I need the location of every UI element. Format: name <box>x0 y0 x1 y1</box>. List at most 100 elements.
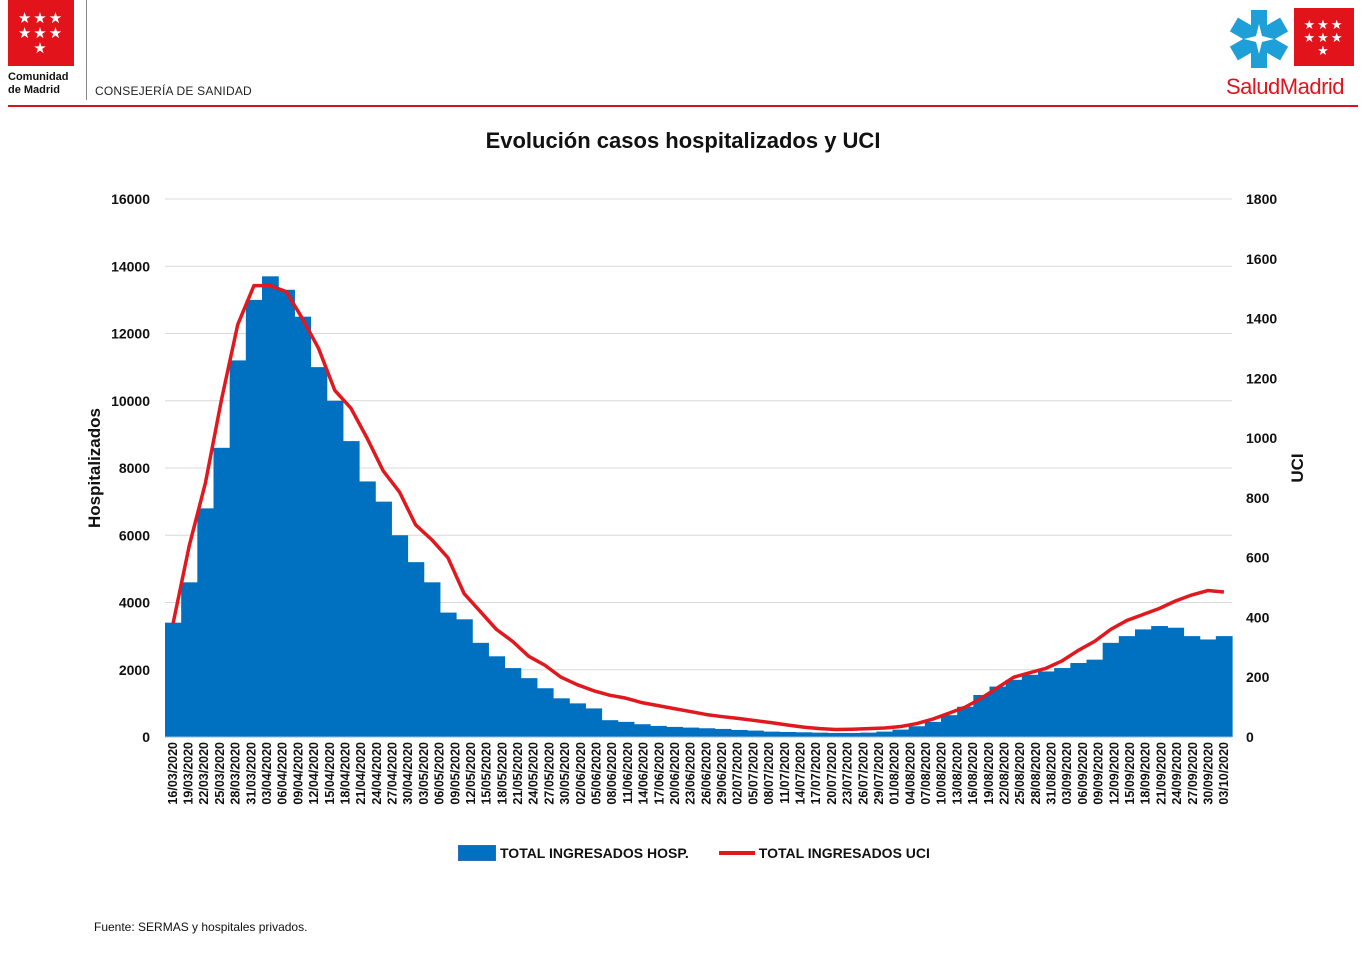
y-tick-label-right: 1600 <box>1246 251 1277 267</box>
hosp-bar <box>569 703 586 738</box>
salud-madrid-logo: ★★★ ★★★ ★ SaludMadrid <box>1224 4 1358 102</box>
x-tick-label: 30/05/2020 <box>558 742 572 805</box>
x-tick-label: 19/08/2020 <box>982 742 996 805</box>
department-name: CONSEJERÍA DE SANIDAD <box>95 84 252 98</box>
x-tick-label: 04/08/2020 <box>903 742 917 805</box>
y-tick-label-left: 16000 <box>111 191 150 207</box>
x-tick-label: 17/06/2020 <box>652 742 666 805</box>
x-tick-label: 16/03/2020 <box>166 742 180 805</box>
hosp-bar <box>844 732 861 737</box>
brand-part1: Salud <box>1226 74 1280 99</box>
x-tick-label: 12/05/2020 <box>464 742 478 805</box>
hosp-bar <box>650 725 667 737</box>
page-header: ★★★ ★★★ ★ Comunidad de Madrid CONSEJERÍA D… <box>0 0 1366 110</box>
x-tick-label: 13/08/2020 <box>950 742 964 805</box>
x-tick-label: 15/04/2020 <box>323 742 337 805</box>
chart-legend: TOTAL INGRESADOS HOSP. TOTAL INGRESADOS … <box>458 843 930 863</box>
y-tick-label-right: 800 <box>1246 490 1270 506</box>
y-tick-label-left: 8000 <box>119 460 150 476</box>
org-name: Comunidad de Madrid <box>8 71 88 97</box>
x-tick-label: 06/04/2020 <box>276 742 290 805</box>
hosp-bar <box>165 622 182 737</box>
x-tick-label: 02/07/2020 <box>731 742 745 805</box>
hosp-bar <box>892 729 910 737</box>
hosp-bar <box>407 562 425 737</box>
hosp-bar <box>294 316 312 737</box>
hosp-bar <box>1215 636 1233 738</box>
hosp-bar <box>1118 636 1136 738</box>
madrid-flag-stars-icon: ★★★ ★★★ ★ <box>8 0 74 66</box>
x-tick-label: 25/03/2020 <box>213 742 227 805</box>
x-tick-label: 20/06/2020 <box>668 742 682 805</box>
hosp-bar <box>617 721 635 737</box>
hosp-bar <box>1102 642 1120 737</box>
legend-label-hosp: TOTAL INGRESADOS HOSP. <box>500 845 689 861</box>
hosp-bar <box>439 612 457 737</box>
x-tick-label: 29/07/2020 <box>872 742 886 805</box>
y-tick-label-left: 0 <box>142 729 150 745</box>
hosp-bar <box>375 501 392 738</box>
hosp-bar <box>310 367 328 738</box>
x-tick-label: 09/09/2020 <box>1092 742 1106 805</box>
legend-swatch-hosp <box>458 845 496 861</box>
y-tick-label-left: 6000 <box>119 527 150 543</box>
x-tick-label: 27/09/2020 <box>1186 742 1200 805</box>
x-tick-label: 24/05/2020 <box>527 742 541 805</box>
hosp-bar <box>197 508 215 737</box>
x-tick-label: 03/05/2020 <box>417 742 431 805</box>
hosp-bar <box>601 720 619 737</box>
madrid-flag-small-icon: ★★★ ★★★ ★ <box>1294 8 1354 66</box>
hosp-bar <box>585 708 603 737</box>
y-axis-title-left: Hospitalizados <box>85 408 104 528</box>
x-tick-label: 03/09/2020 <box>1060 742 1074 805</box>
x-tick-label: 15/05/2020 <box>480 742 494 805</box>
hosp-bar <box>989 686 1007 737</box>
hosp-bar <box>1038 671 1055 737</box>
hosp-bar <box>262 276 279 737</box>
hosp-bar <box>1151 626 1168 737</box>
hosp-bar <box>391 535 409 737</box>
hosp-bar <box>682 727 700 737</box>
y-tick-label-left: 10000 <box>111 393 150 409</box>
hosp-bar <box>504 668 522 737</box>
y-tick-label-right: 0 <box>1246 729 1254 745</box>
x-tick-label: 24/09/2020 <box>1170 742 1184 805</box>
x-tick-label: 19/03/2020 <box>182 742 196 805</box>
hosp-bar <box>1054 668 1071 737</box>
x-tick-label: 18/04/2020 <box>338 742 352 805</box>
hosp-bar <box>553 698 570 737</box>
hosp-bar <box>666 726 683 737</box>
x-tick-label: 29/06/2020 <box>715 742 729 805</box>
hosp-bar <box>1070 663 1088 737</box>
hosp-bar <box>973 694 991 737</box>
header-divider <box>86 0 87 100</box>
x-tick-label: 31/03/2020 <box>244 742 258 805</box>
hosp-bar <box>698 728 716 737</box>
hosp-bar <box>747 730 764 737</box>
hosp-bar <box>714 728 732 737</box>
hosp-bar <box>423 582 441 737</box>
hosp-bar <box>763 731 780 737</box>
hosp-bar <box>908 726 926 737</box>
hosp-bar <box>1021 674 1039 737</box>
x-tick-label: 12/09/2020 <box>1107 742 1121 805</box>
y-tick-label-right: 1400 <box>1246 311 1277 327</box>
org-name-line2: de Madrid <box>8 84 60 96</box>
x-tick-label: 14/07/2020 <box>793 742 807 805</box>
x-tick-label: 30/09/2020 <box>1201 742 1215 805</box>
hosp-bar <box>342 441 360 737</box>
x-tick-label: 23/06/2020 <box>684 742 698 805</box>
y-tick-label-right: 1200 <box>1246 370 1277 386</box>
uci-line <box>171 283 1225 732</box>
x-tick-label: 09/05/2020 <box>448 742 462 805</box>
y-tick-label-right: 1800 <box>1246 191 1277 207</box>
chart-title: Evolución casos hospitalizados y UCI <box>485 128 881 153</box>
x-tick-label: 30/04/2020 <box>401 742 415 805</box>
hosp-bar <box>536 688 554 737</box>
hosp-bar <box>1086 659 1104 737</box>
x-tick-label: 21/04/2020 <box>354 742 368 805</box>
x-tick-label: 05/07/2020 <box>746 742 760 805</box>
hosp-bar <box>326 400 344 737</box>
x-tick-label: 25/08/2020 <box>1013 742 1027 805</box>
